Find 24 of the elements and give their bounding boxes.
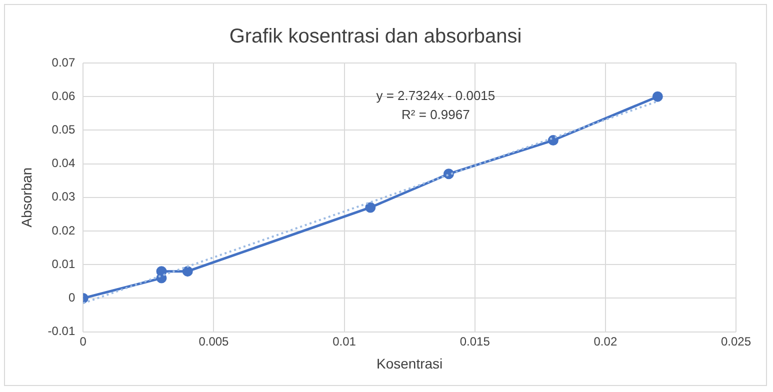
chart-title: Grafik kosentrasi dan absorbansi: [229, 26, 522, 48]
y-tick-label: 0.06: [52, 88, 76, 103]
point: [652, 91, 663, 102]
point: [548, 135, 558, 146]
x-tick-label: 0.01: [332, 334, 356, 348]
x-tick-label: 0.005: [198, 334, 230, 348]
point: [182, 266, 193, 277]
point: [365, 202, 376, 213]
x-axis-title: Kosentrasi: [376, 355, 443, 372]
y-tick-label: -0.01: [48, 324, 76, 338]
y-tick-label: 0.04: [52, 156, 76, 170]
y-axis-title: Absorban: [18, 167, 34, 228]
x-tick-label: 0.025: [720, 334, 752, 348]
x-tick-label: 0: [80, 334, 87, 348]
annotation: R² = 0.9967: [402, 107, 470, 122]
y-tick-label: 0.07: [52, 55, 76, 70]
y-tick-label: 0.01: [52, 256, 76, 271]
annotation: y = 2.7324x - 0.0015: [376, 88, 496, 104]
x-tick-label: 0.02: [594, 334, 618, 348]
y-tick-label: 0: [68, 290, 76, 305]
y-tick-label: 0.03: [52, 190, 76, 204]
y-tick-label: 0.05: [52, 122, 76, 137]
x-tick-label: 0.015: [460, 334, 490, 348]
y-tick-label: 0.02: [52, 223, 76, 238]
